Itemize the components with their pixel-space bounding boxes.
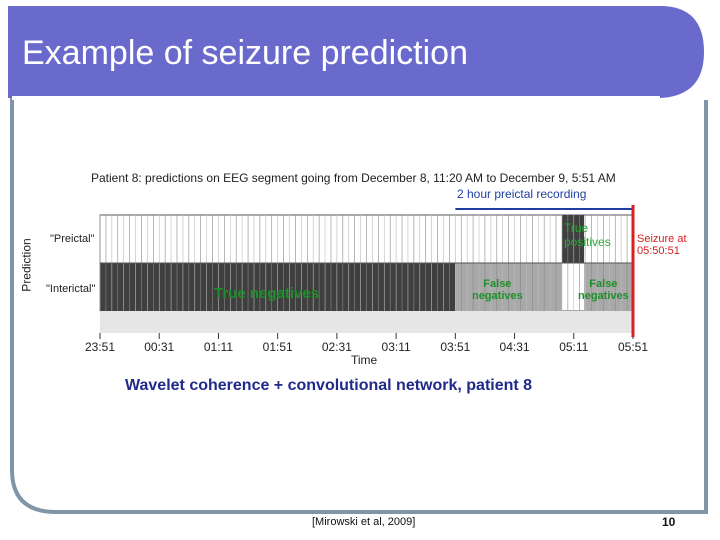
- true-positives-label: True positives: [564, 221, 611, 249]
- x-tick-label: 01:11: [203, 340, 234, 354]
- false-negatives-1-line2: negatives: [472, 290, 523, 302]
- true-negatives-label: True negatives: [214, 285, 320, 302]
- false-negatives-1-line1: False: [483, 278, 512, 290]
- figure-caption: Wavelet coherence + convolutional networ…: [125, 377, 533, 394]
- content-border: [10, 98, 708, 514]
- slide-title: Example of seizure prediction: [22, 34, 469, 72]
- row-label-interictal: "Interictal": [46, 283, 96, 295]
- row-label-preictal: "Preictal": [50, 233, 95, 245]
- time-band: [100, 311, 633, 333]
- true-positives-line2: positives: [564, 235, 611, 249]
- segment-3: [584, 263, 633, 311]
- x-tick-label: 05:11: [559, 340, 589, 354]
- false-negatives-label-2: False negatives: [578, 278, 629, 302]
- false-negatives-2-line2: negatives: [578, 290, 629, 302]
- x-tick-label: 23:51: [84, 340, 116, 354]
- x-tick-label: 03:11: [381, 340, 411, 354]
- seizure-label-line2: 05:50:51: [637, 245, 680, 257]
- preictal-span-label: 2 hour preictal recording: [457, 187, 587, 201]
- x-tick-label: 01:51: [262, 340, 293, 354]
- x-tick-label: 00:31: [144, 340, 175, 354]
- segment-2: [561, 215, 585, 263]
- page-number: 10: [662, 515, 676, 529]
- true-positives-line1: True: [564, 221, 589, 235]
- x-axis-title: Time: [351, 353, 378, 367]
- y-axis-title: Prediction: [19, 238, 34, 292]
- seizure-label: Seizure at 05:50:51: [637, 233, 687, 257]
- prediction-chart: [99, 205, 635, 339]
- title-band: [8, 6, 704, 98]
- prediction-figure: Patient 8: predictions on EEG segment go…: [20, 165, 710, 370]
- x-tick-label: 03:51: [440, 340, 471, 354]
- seizure-label-line1: Seizure at: [637, 233, 687, 245]
- x-tick-label: 02:31: [321, 340, 352, 354]
- false-negatives-label-1: False negatives: [472, 278, 523, 302]
- figure-header: Patient 8: predictions on EEG segment go…: [91, 171, 616, 185]
- x-tick-label: 05:51: [617, 340, 649, 354]
- x-tick-label: 04:31: [499, 340, 530, 354]
- false-negatives-2-line1: False: [589, 278, 618, 290]
- citation: [Mirowski et al, 2009]: [312, 516, 416, 528]
